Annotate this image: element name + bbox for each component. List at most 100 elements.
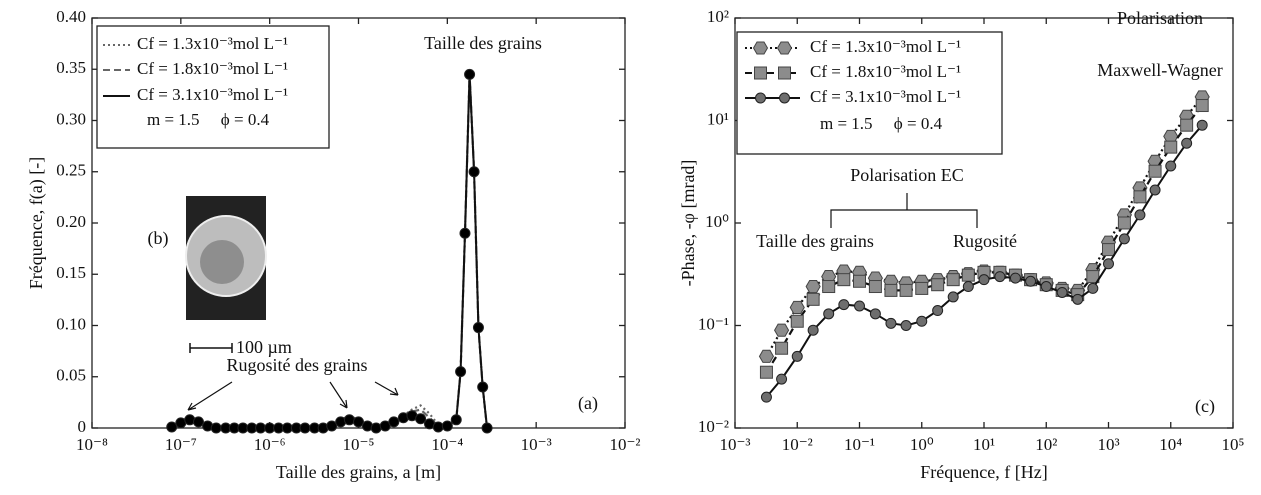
legend-marker xyxy=(754,66,767,80)
x-tick-label: 10¹ xyxy=(973,435,995,454)
marker xyxy=(415,413,427,425)
marker xyxy=(854,300,865,312)
y-tick-label: 0.25 xyxy=(56,161,86,180)
legend-label: Cf = 1.8x10⁻³mol L⁻¹ xyxy=(137,59,288,78)
y-tick-label: 0.10 xyxy=(56,314,86,333)
y-tick-label: 10¹ xyxy=(707,109,729,128)
marker xyxy=(1056,286,1068,298)
legend-label: Cf = 1.8x10⁻³mol L⁻¹ xyxy=(810,62,961,81)
marker xyxy=(210,422,222,434)
marker xyxy=(961,268,975,282)
marker xyxy=(759,365,773,379)
marker xyxy=(773,323,790,337)
x-tick-label: 10⁰ xyxy=(910,435,934,454)
x-tick-label: 10⁻⁸ xyxy=(76,435,108,454)
x-tick-label: 10² xyxy=(1035,435,1057,454)
marker xyxy=(1149,184,1161,196)
marker xyxy=(790,314,804,328)
x-tick-label: 10⁻⁶ xyxy=(254,435,286,454)
marker xyxy=(932,305,944,317)
x-tick-label: 10⁵ xyxy=(1222,435,1245,454)
marker xyxy=(837,273,851,287)
legend-note: m = 1.5 ϕ = 0.4 xyxy=(820,114,943,133)
marker xyxy=(789,300,805,315)
marker xyxy=(1164,140,1178,154)
y-tick-label: 0.05 xyxy=(56,366,86,385)
marker xyxy=(946,273,960,287)
marker xyxy=(441,420,453,432)
arrow xyxy=(329,381,348,409)
annotation: Polarisation xyxy=(1117,8,1203,28)
marker xyxy=(853,274,866,288)
marker xyxy=(326,420,338,432)
arrow xyxy=(374,381,399,396)
legend-marker xyxy=(778,66,791,80)
marker xyxy=(791,350,803,362)
y-axis-label: -Phase, -φ [mrad] xyxy=(678,160,698,287)
marker xyxy=(805,279,821,294)
marker xyxy=(472,322,484,334)
legend-note: m = 1.5 ϕ = 0.4 xyxy=(147,110,270,129)
marker xyxy=(1148,164,1162,178)
legend-marker xyxy=(779,92,790,104)
inset-grain-shade xyxy=(200,240,244,284)
marker xyxy=(281,422,293,434)
marker xyxy=(1009,272,1021,284)
annotation: (a) xyxy=(578,393,598,414)
marker xyxy=(899,283,913,297)
marker xyxy=(776,373,788,385)
y-tick-label: 10² xyxy=(707,7,729,26)
marker xyxy=(885,317,897,329)
x-axis-label: Fréquence, f [Hz] xyxy=(920,462,1047,482)
marker xyxy=(1181,137,1193,149)
marker xyxy=(477,381,489,393)
marker xyxy=(192,416,204,428)
marker xyxy=(947,291,959,303)
marker xyxy=(450,414,462,426)
marker xyxy=(432,421,444,433)
annotation: Taille des grains xyxy=(424,33,542,53)
annotation: (b) xyxy=(148,228,169,249)
x-tick-label: 10⁻⁴ xyxy=(431,435,463,454)
marker xyxy=(931,278,945,292)
marker xyxy=(299,422,311,434)
annotation: Rugosité des grains xyxy=(227,355,368,375)
marker xyxy=(758,349,775,363)
marker xyxy=(838,299,850,311)
marker xyxy=(1040,281,1052,293)
x-tick-label: 10⁻⁵ xyxy=(343,435,375,454)
marker xyxy=(464,68,476,80)
x-tick-label: 10⁴ xyxy=(1159,435,1182,454)
marker xyxy=(1072,293,1084,305)
x-tick-label: 10⁻⁷ xyxy=(165,435,197,454)
marker xyxy=(166,421,178,433)
annotation: Rugosité xyxy=(953,231,1017,251)
marker xyxy=(994,271,1006,283)
marker xyxy=(1195,99,1209,113)
annotation: Taille des grains xyxy=(756,231,874,251)
legend-label: Cf = 3.1x10⁻³mol L⁻¹ xyxy=(137,85,288,104)
legend-label: Cf = 1.3x10⁻³mol L⁻¹ xyxy=(137,34,288,53)
marker xyxy=(822,280,836,294)
y-tick-label: 10⁻² xyxy=(698,417,729,436)
legend-marker xyxy=(752,41,769,55)
marker xyxy=(915,281,929,295)
annotation: Maxwell-Wagner xyxy=(1097,60,1223,80)
y-tick-label: 10⁻¹ xyxy=(698,314,729,333)
marker xyxy=(1133,190,1147,204)
marker xyxy=(1180,118,1194,132)
legend-marker xyxy=(776,41,793,55)
marker xyxy=(353,416,364,428)
marker xyxy=(1086,270,1100,284)
marker xyxy=(868,280,882,294)
y-tick-label: 0.30 xyxy=(56,109,86,128)
marker xyxy=(823,308,835,320)
annotation: Polarisation EC xyxy=(850,165,964,185)
marker xyxy=(962,281,974,293)
legend-marker xyxy=(755,92,766,104)
x-tick-label: 10⁻² xyxy=(609,435,640,454)
annotation-arrows xyxy=(187,193,978,411)
marker xyxy=(1103,258,1114,270)
y-tick-label: 0 xyxy=(78,417,87,436)
y-tick-label: 0.35 xyxy=(56,58,86,77)
